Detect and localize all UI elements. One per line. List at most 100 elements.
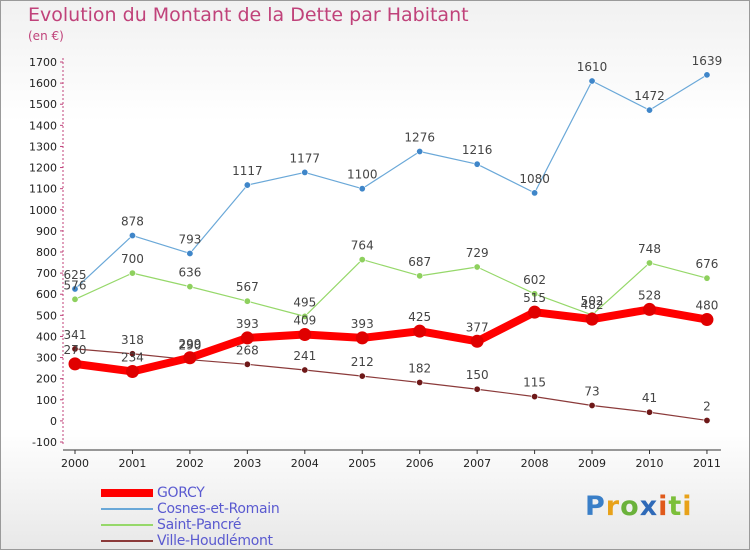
data-point-gorcy [643, 302, 656, 316]
data-point-gorcy [413, 324, 427, 338]
data-point-gorcy [700, 313, 714, 327]
data-label-saint-pancr-: 687 [408, 255, 431, 269]
logo-letter: x [639, 491, 659, 522]
legend-label: Cosnes-et-Romain [157, 501, 280, 517]
data-label-gorcy: 299 [178, 337, 201, 351]
x-tick-label: 2000 [61, 457, 89, 470]
data-label-ville-houdl-mont: 212 [351, 355, 374, 369]
legend-swatch [101, 489, 153, 497]
data-point-saint-pancr- [243, 297, 251, 305]
data-point-saint-pancr- [71, 295, 79, 303]
data-point-gorcy [528, 305, 542, 319]
y-tick-label: 500 [36, 309, 57, 322]
data-point-saint-pancr- [186, 283, 194, 291]
data-label-cosnes-et-romain: 1276 [404, 131, 435, 145]
data-point-cosnes-et-romain [645, 106, 653, 114]
data-point-ville-houdl-mont [301, 366, 309, 374]
data-point-cosnes-et-romain [588, 77, 596, 85]
data-point-gorcy [183, 351, 197, 365]
x-tick-label: 2001 [118, 457, 146, 470]
data-point-cosnes-et-romain [71, 285, 79, 293]
data-point-ville-houdl-mont [588, 401, 596, 409]
data-label-saint-pancr-: 576 [64, 278, 87, 292]
series-line-cosnes-et-romain [74, 74, 708, 290]
x-tick-label: 2009 [578, 457, 606, 470]
data-label-ville-houdl-mont: 2 [703, 399, 711, 413]
legend-item-gorcy: GORCY [101, 485, 279, 501]
series-line-saint-pancr- [74, 259, 708, 317]
data-label-cosnes-et-romain: 878 [121, 215, 144, 229]
data-label-saint-pancr-: 748 [638, 242, 661, 256]
data-point-ville-houdl-mont [416, 378, 424, 386]
legend-swatch [101, 524, 153, 526]
data-point-cosnes-et-romain [473, 160, 481, 168]
data-point-saint-pancr- [645, 259, 653, 267]
data-point-saint-pancr- [531, 290, 539, 298]
y-tick-label: 400 [36, 330, 57, 343]
x-tick-label: 2005 [348, 457, 376, 470]
data-label-cosnes-et-romain: 1472 [634, 89, 665, 103]
y-tick-label: 700 [36, 267, 57, 280]
data-label-gorcy: 270 [64, 343, 87, 357]
data-label-saint-pancr-: 764 [351, 239, 374, 253]
data-label-gorcy: 482 [581, 298, 604, 312]
data-label-cosnes-et-romain: 625 [64, 268, 87, 282]
logo-letter: P [585, 491, 606, 522]
data-point-gorcy [355, 331, 369, 345]
data-label-ville-houdl-mont: 41 [642, 391, 657, 405]
logo-letter: i [658, 491, 669, 522]
data-label-cosnes-et-romain: 1100 [347, 168, 378, 182]
logo-letter: i [682, 491, 693, 522]
proxiti-logo: Proxiti [585, 491, 693, 522]
data-label-cosnes-et-romain: 1639 [692, 54, 723, 68]
legend-item-ville-houdl-mont: Ville-Houdlémont [101, 533, 279, 549]
x-tick-label: 2008 [521, 457, 549, 470]
data-point-cosnes-et-romain [243, 181, 251, 189]
data-label-ville-houdl-mont: 341 [64, 328, 87, 342]
data-point-ville-houdl-mont [703, 416, 711, 424]
data-label-ville-houdl-mont: 115 [523, 376, 546, 390]
data-label-gorcy: 480 [695, 299, 718, 313]
data-label-saint-pancr-: 567 [236, 280, 259, 294]
data-point-saint-pancr- [703, 274, 711, 282]
legend-label: Ville-Houdlémont [157, 533, 273, 549]
y-tick-label: 0 [50, 415, 57, 428]
y-tick-label: 1600 [29, 77, 57, 90]
data-point-ville-houdl-mont [128, 350, 136, 358]
y-tick-label: 1300 [29, 140, 57, 153]
x-tick-label: 2010 [636, 457, 664, 470]
y-tick-label: 1200 [29, 162, 57, 175]
data-labels-layer: 625 878 793 1117 1177 1100 1276 1216 1080 1610 147… [64, 54, 723, 414]
y-tick-label: 900 [36, 225, 57, 238]
data-point-cosnes-et-romain [186, 249, 194, 257]
data-label-gorcy: 515 [523, 291, 546, 305]
x-tick-label: 2011 [693, 457, 721, 470]
y-tick-label: 800 [36, 246, 57, 259]
series-line-gorcy [71, 305, 711, 376]
data-point-gorcy [470, 334, 484, 348]
y-tick-label: 200 [36, 373, 57, 386]
logo-letter: o [620, 491, 640, 522]
data-point-ville-houdl-mont [473, 385, 481, 393]
legend: GORCY Cosnes-et-Romain Saint-Pancré Ville-H… [101, 485, 280, 549]
data-point-gorcy [125, 364, 139, 378]
y-tick-label: 1100 [29, 183, 57, 196]
x-tick-label: 2004 [291, 457, 319, 470]
chart-title: Evolution du Montant de la Dette par Hab… [28, 4, 469, 26]
data-point-cosnes-et-romain [531, 189, 539, 197]
data-label-ville-houdl-mont: 318 [121, 333, 144, 347]
y-tick-label: 300 [36, 352, 57, 365]
data-label-gorcy: 393 [236, 317, 259, 331]
y-tick-label: -100 [32, 436, 57, 449]
data-point-gorcy [585, 312, 599, 326]
data-point-ville-houdl-mont [71, 345, 79, 353]
data-point-ville-houdl-mont [358, 372, 366, 380]
data-label-gorcy: 528 [638, 288, 661, 302]
legend-item-cosnes-et-romain: Cosnes-et-Romain [101, 501, 280, 517]
data-label-saint-pancr-: 700 [121, 252, 144, 266]
data-point-cosnes-et-romain [358, 185, 366, 193]
data-label-saint-pancr-: 502 [581, 294, 604, 308]
data-label-ville-houdl-mont: 73 [584, 384, 599, 398]
